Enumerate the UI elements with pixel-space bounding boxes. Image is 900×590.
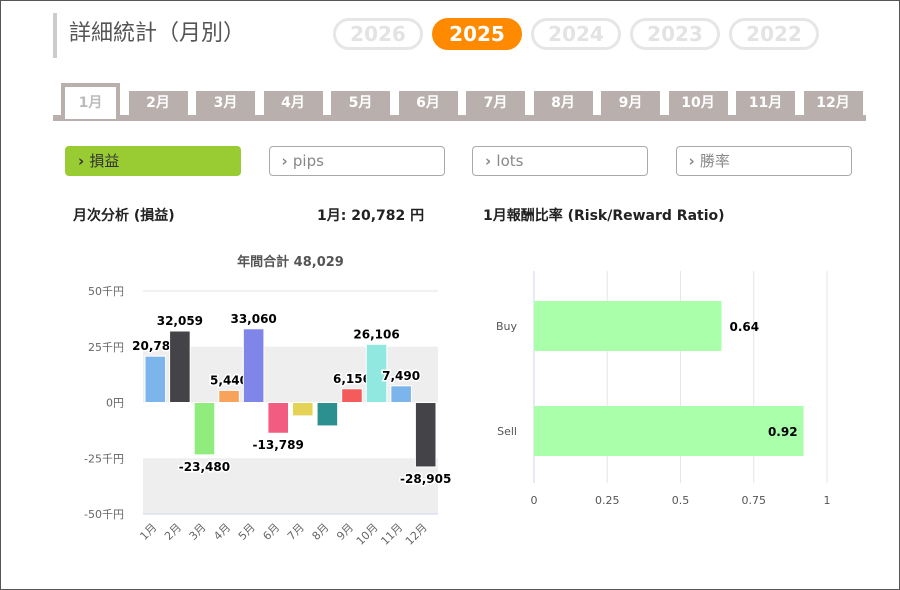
- data-label: 6,156: [333, 372, 371, 386]
- metric-label: lots: [496, 152, 524, 170]
- tab-month-2[interactable]: 2月: [128, 91, 188, 115]
- year-button-2026[interactable]: 2026: [333, 18, 423, 50]
- chevron-right-icon: ›: [281, 152, 293, 170]
- x-tick-label: 10月: [354, 521, 381, 548]
- plot-band: [143, 346, 438, 403]
- data-label: 7,490: [382, 369, 420, 383]
- y-category-label: Sell: [497, 425, 517, 438]
- tab-month-3[interactable]: 3月: [196, 91, 255, 115]
- y-tick-label: -25千円: [84, 452, 124, 465]
- metric-button-2[interactable]: › pips: [268, 146, 445, 176]
- bar-7月: [292, 402, 314, 417]
- x-tick-label: 6月: [260, 521, 282, 543]
- plot-band: [143, 458, 438, 514]
- x-tick-label: 1月: [137, 521, 159, 543]
- bar-2月: [169, 330, 191, 403]
- bar-11月: [390, 385, 412, 404]
- tab-month-7[interactable]: 7月: [466, 91, 525, 115]
- x-tick-label: 4月: [211, 521, 233, 543]
- bar-Buy: [534, 301, 722, 351]
- month-tabs: 1月 2月 3月 4月 5月 6月 7月 8月 9月 10月 11月 12月: [53, 81, 866, 121]
- year-button-2024[interactable]: 2024: [531, 18, 621, 50]
- y-category-label: Buy: [496, 320, 518, 333]
- bar-9月: [341, 388, 363, 404]
- x-tick-label: 11月: [378, 521, 405, 548]
- y-tick-label: 25千円: [88, 341, 124, 354]
- x-tick-label: 0.5: [672, 494, 690, 507]
- bar-6月: [267, 402, 289, 434]
- data-label: -28,905: [400, 472, 451, 486]
- metric-label: 損益: [89, 152, 120, 170]
- data-label: 32,059: [157, 314, 203, 328]
- x-tick-label: 0: [531, 494, 538, 507]
- chevron-right-icon: ›: [78, 152, 90, 170]
- x-tick-label: 1: [824, 494, 831, 507]
- x-tick-label: 0.75: [742, 494, 767, 507]
- x-tick-label: 12月: [403, 521, 430, 548]
- y-tick-label: 50千円: [88, 285, 124, 298]
- y-tick-label: 0円: [106, 397, 124, 410]
- bar-12月: [414, 402, 437, 468]
- data-label: 26,106: [353, 327, 399, 341]
- page-title: 詳細統計（月別）: [53, 13, 245, 58]
- metric-label: 勝率: [699, 152, 730, 170]
- x-tick-label: 3月: [187, 521, 209, 543]
- year-button-2023[interactable]: 2023: [630, 18, 720, 50]
- tab-month-10[interactable]: 10月: [668, 91, 728, 115]
- tab-month-8[interactable]: 8月: [533, 91, 593, 115]
- y-tick-label: -50千円: [84, 508, 124, 521]
- bar-5月: [242, 328, 265, 404]
- data-label: 5,440: [210, 373, 248, 387]
- tab-month-9[interactable]: 9月: [601, 91, 660, 115]
- chevron-right-icon: ›: [688, 152, 700, 170]
- tab-month-6[interactable]: 6月: [398, 91, 458, 115]
- bar-Sell: [534, 406, 804, 456]
- data-label: 0.92: [768, 425, 798, 439]
- bar-3月: [193, 402, 216, 456]
- data-label: 0.64: [730, 320, 760, 334]
- right-panel-title: 1月報酬比率 (Risk/Reward Ratio): [483, 208, 725, 224]
- left-panel-title: 月次分析 (損益): [73, 208, 175, 224]
- tab-month-4[interactable]: 4月: [263, 91, 323, 115]
- bar-8月: [316, 402, 339, 427]
- year-button-2025[interactable]: 2025: [432, 18, 522, 50]
- metric-button-4[interactable]: › 勝率: [675, 146, 852, 176]
- tab-month-11[interactable]: 11月: [736, 91, 795, 115]
- chevron-right-icon: ›: [485, 152, 497, 170]
- x-tick-label: 7月: [285, 521, 307, 543]
- chart-title: 年間合計 48,029: [237, 254, 344, 270]
- tab-month-1[interactable]: 1月: [61, 83, 120, 119]
- data-label: 33,060: [230, 312, 276, 326]
- x-tick-label: 0.25: [595, 494, 620, 507]
- x-tick-label: 8月: [310, 521, 332, 543]
- metric-button-1[interactable]: › 損益: [65, 146, 241, 176]
- tab-month-12[interactable]: 12月: [803, 91, 863, 115]
- tab-month-5[interactable]: 5月: [331, 91, 390, 115]
- bar-1月: [144, 355, 167, 403]
- bar-10月: [365, 343, 388, 404]
- metric-label: pips: [292, 152, 324, 170]
- data-label: -13,789: [253, 438, 304, 452]
- year-button-2022[interactable]: 2022: [729, 18, 819, 50]
- data-label: -23,480: [179, 460, 230, 474]
- year-selector: 2026 2025 2024 2023 2022: [333, 18, 819, 50]
- x-tick-label: 2月: [162, 521, 184, 543]
- month-value: 1月: 20,782 円: [317, 208, 425, 224]
- bar-4月: [218, 389, 240, 404]
- x-tick-label: 5月: [236, 521, 258, 543]
- metric-button-3[interactable]: › lots: [472, 146, 648, 176]
- data-label: 20,782: [132, 339, 178, 353]
- x-tick-label: 9月: [334, 521, 356, 543]
